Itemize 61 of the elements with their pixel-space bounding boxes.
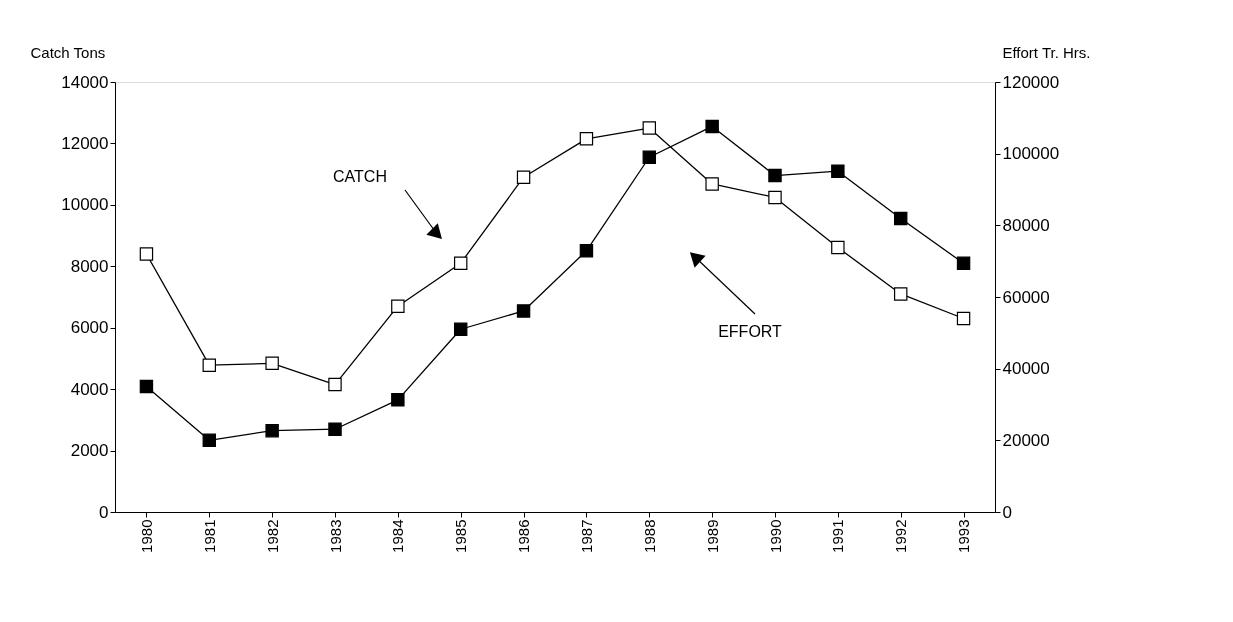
point xyxy=(642,150,657,164)
point xyxy=(831,164,845,178)
y-tick-label: 12000 xyxy=(61,133,109,153)
y-tick-label: 14000 xyxy=(61,72,109,92)
x-tick-label: 1990 xyxy=(766,519,784,553)
point xyxy=(768,190,782,205)
y-tick-label: 6000 xyxy=(70,318,109,338)
y-tick-label: 4000 xyxy=(70,379,109,399)
y2-axis-title: Effort Tr. Hrs. xyxy=(1002,43,1091,61)
x-tick-label: 1980 xyxy=(137,519,155,553)
point xyxy=(139,247,154,261)
point xyxy=(893,287,908,301)
point xyxy=(453,322,468,336)
y-axis-title: Catch Tons xyxy=(30,43,106,61)
x-tick-label: 1985 xyxy=(452,519,470,553)
x-tick-label: 1983 xyxy=(326,519,344,553)
point xyxy=(768,168,782,183)
annotation: EFFORT xyxy=(718,323,783,340)
point xyxy=(579,132,594,146)
x-tick-label: 1988 xyxy=(640,519,658,553)
point xyxy=(705,119,719,134)
x-tick-label: 1993 xyxy=(955,519,973,553)
y2-tick-label: 120000 xyxy=(1002,72,1060,92)
point xyxy=(642,121,657,135)
y2-tick-label: 40000 xyxy=(1002,359,1050,379)
y-tick-label: 8000 xyxy=(70,256,109,276)
y-tick-label: 0 xyxy=(99,502,109,522)
y-tick-label: 10000 xyxy=(61,195,109,215)
point xyxy=(453,256,468,270)
point xyxy=(265,423,279,438)
point xyxy=(956,311,971,326)
point xyxy=(516,304,531,318)
y2-tick-label: 20000 xyxy=(1002,430,1050,450)
x-tick-label: 1989 xyxy=(703,519,721,553)
point xyxy=(391,393,405,407)
point xyxy=(579,244,594,258)
x-tick-label: 1987 xyxy=(577,519,595,553)
x-tick-label: 1984 xyxy=(389,519,407,553)
x-tick-label: 1986 xyxy=(515,519,533,553)
x-tick-label: 1981 xyxy=(200,519,218,553)
y2-tick-label: 100000 xyxy=(1002,144,1060,164)
y2-tick-label: 80000 xyxy=(1002,215,1050,235)
point xyxy=(202,433,217,448)
y2-tick-label: 0 xyxy=(1002,502,1012,522)
point xyxy=(516,170,531,184)
annotation: CATCH xyxy=(333,168,387,185)
point xyxy=(265,356,279,371)
x-tick-label: 1982 xyxy=(263,519,281,553)
point xyxy=(391,299,405,313)
point xyxy=(139,379,154,394)
point xyxy=(831,240,845,255)
y2-tick-label: 60000 xyxy=(1002,287,1050,307)
point xyxy=(705,177,719,191)
point xyxy=(893,211,908,226)
point xyxy=(202,358,217,372)
point xyxy=(328,422,342,436)
y-tick-label: 2000 xyxy=(70,441,109,461)
point xyxy=(328,377,342,392)
x-tick-label: 1991 xyxy=(829,519,847,553)
x-tick-label: 1992 xyxy=(892,519,910,553)
point xyxy=(956,256,971,271)
